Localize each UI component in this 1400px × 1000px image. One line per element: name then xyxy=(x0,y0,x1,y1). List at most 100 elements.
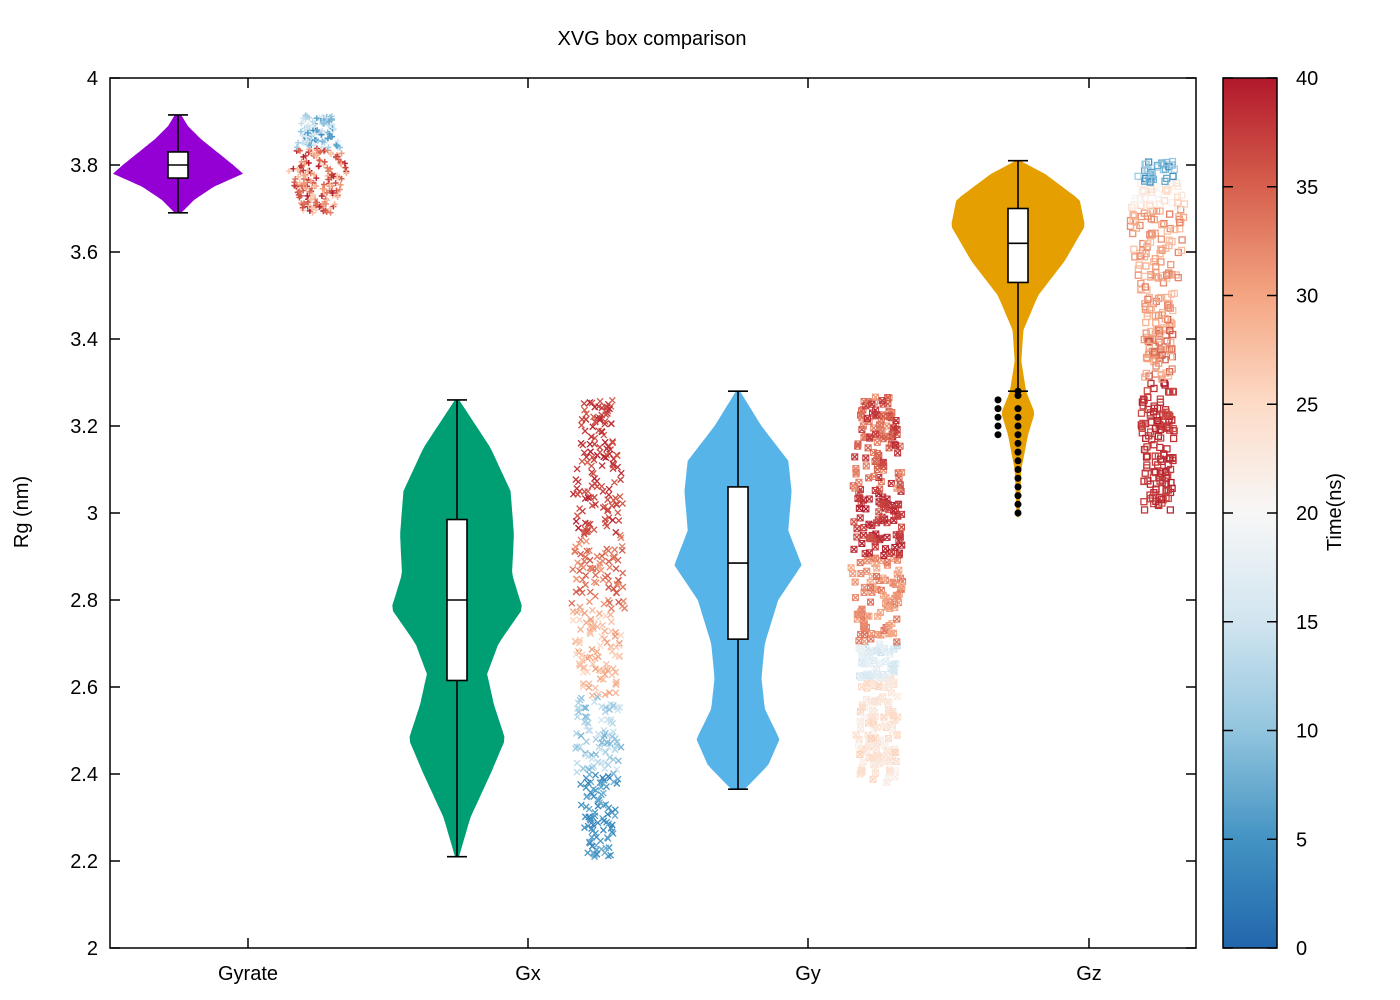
scatter-point xyxy=(607,824,615,832)
scatter-point xyxy=(863,557,871,565)
scatter-point xyxy=(591,417,599,425)
scatter-point xyxy=(867,713,875,721)
scatter-point xyxy=(614,576,622,584)
scatter-point xyxy=(890,668,898,676)
scatter-point xyxy=(329,190,336,197)
scatter-point xyxy=(311,171,318,178)
scatter-point xyxy=(1143,312,1151,321)
scatter-point xyxy=(1144,477,1152,485)
scatter-point xyxy=(878,397,886,405)
scatter-point xyxy=(884,734,892,742)
scatter-point xyxy=(1163,185,1172,193)
scatter-point xyxy=(875,760,883,768)
scatter-point xyxy=(616,493,624,501)
scatter-point xyxy=(892,757,900,765)
scatter-point xyxy=(1140,506,1149,514)
scatter-point xyxy=(881,721,889,729)
scatter-point xyxy=(854,442,862,450)
scatter-point xyxy=(596,397,604,405)
scatter-point xyxy=(883,422,891,430)
scatter-point xyxy=(1135,261,1143,269)
scatter-point xyxy=(605,442,613,450)
scatter-point xyxy=(896,549,903,557)
scatter-point xyxy=(599,774,607,782)
scatter-point xyxy=(601,691,609,699)
scatter-point xyxy=(295,139,302,146)
scatter-point xyxy=(1163,174,1171,183)
scatter-point xyxy=(866,433,874,441)
scatter-point xyxy=(1139,395,1148,403)
scatter-point xyxy=(880,713,888,721)
scatter-point xyxy=(851,453,859,461)
scatter-point xyxy=(582,416,590,423)
scatter-point xyxy=(888,629,895,637)
scatter-point xyxy=(310,183,317,190)
scatter-point xyxy=(598,703,606,711)
scatter-point xyxy=(880,552,888,559)
scatter-point xyxy=(882,545,889,553)
scatter-point xyxy=(1157,235,1166,243)
scatter-point xyxy=(884,597,892,605)
scatter-point xyxy=(869,680,877,688)
scatter-point xyxy=(888,629,896,637)
y-tick-label: 2 xyxy=(87,938,98,960)
scatter-point xyxy=(874,723,881,731)
scatter-point xyxy=(587,615,595,623)
scatter-point xyxy=(858,703,866,711)
scatter-point xyxy=(1154,461,1162,469)
scatter-point xyxy=(877,736,885,744)
violin-group-gyrate xyxy=(113,114,243,214)
scatter-point xyxy=(857,570,865,578)
scatter-point xyxy=(1156,294,1164,302)
scatter-point xyxy=(1160,379,1168,387)
scatter-point xyxy=(1164,461,1172,469)
scatter-point xyxy=(1156,335,1164,343)
scatter-point xyxy=(856,514,864,522)
scatter-point xyxy=(874,612,882,620)
scatter-point xyxy=(1164,372,1173,380)
scatter-point xyxy=(577,439,585,447)
scatter-point xyxy=(862,454,870,462)
scatter-point xyxy=(1159,450,1168,458)
scatter-point xyxy=(879,501,887,509)
scatter-point xyxy=(589,785,597,793)
scatter-point xyxy=(603,545,611,553)
scatter-point xyxy=(854,442,862,450)
scatter-point xyxy=(575,704,583,712)
scatter-point xyxy=(581,553,589,561)
scatter-point xyxy=(852,468,860,476)
scatter-point xyxy=(581,406,589,414)
scatter-point xyxy=(313,115,320,122)
scatter-point xyxy=(602,454,610,462)
scatter-point xyxy=(889,578,897,586)
scatter-point xyxy=(577,550,585,558)
outlier-point xyxy=(994,431,1002,439)
scatter-point xyxy=(299,204,306,211)
scatter-point xyxy=(320,181,327,188)
scatter-point xyxy=(893,730,901,738)
scatter-point xyxy=(864,651,872,659)
scatter-point xyxy=(316,157,323,164)
scatter-point xyxy=(599,826,607,834)
scatter-point xyxy=(591,684,599,692)
scatter-point xyxy=(328,171,335,178)
scatter-point xyxy=(299,132,306,139)
scatter-point xyxy=(614,757,622,765)
scatter-point xyxy=(855,644,863,652)
scatter-point xyxy=(579,680,587,688)
outlier-point xyxy=(1014,492,1022,500)
scatter-point xyxy=(1165,300,1173,308)
scatter-point xyxy=(591,808,599,816)
scatter-point xyxy=(599,789,607,797)
scatter-point xyxy=(861,637,868,645)
scatter-point xyxy=(1152,319,1160,327)
scatter-point xyxy=(857,767,865,774)
scatter-point xyxy=(1160,219,1168,228)
scatter-point xyxy=(1166,345,1174,353)
scatter-point xyxy=(881,721,889,729)
scatter-point xyxy=(601,635,609,643)
scatter-point xyxy=(1140,477,1148,485)
scatter-point xyxy=(880,683,888,691)
scatter-point xyxy=(1131,253,1139,261)
scatter-point xyxy=(594,819,602,827)
